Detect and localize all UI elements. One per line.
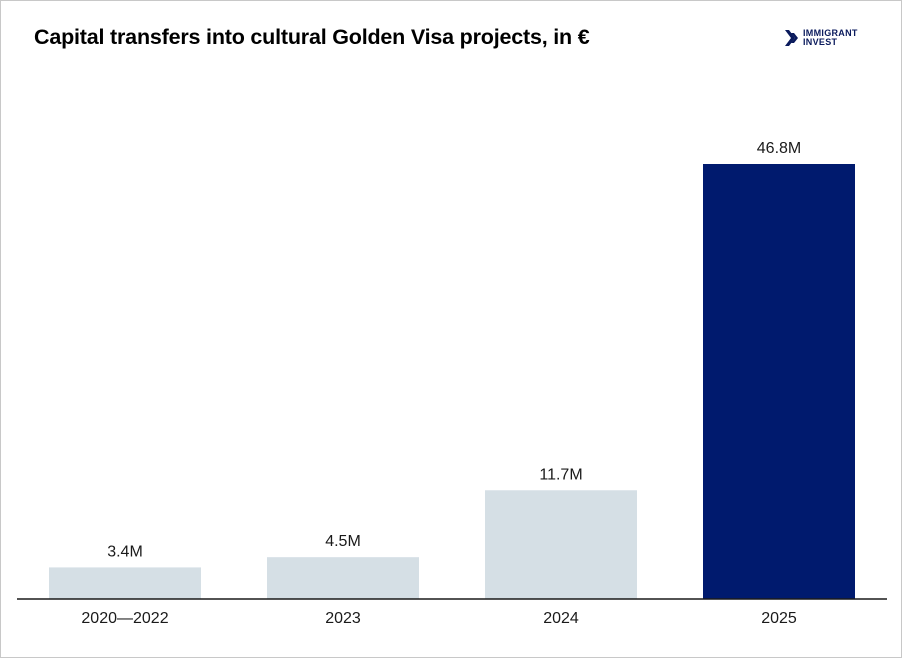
bar-4 — [703, 164, 855, 599]
value-label-4: 46.8M — [757, 140, 801, 157]
bar-3 — [485, 490, 637, 599]
x-tick-label-4: 2025 — [761, 610, 797, 627]
x-tick-label-2: 2023 — [325, 610, 361, 627]
x-tick-label-1: 2020—2022 — [81, 610, 168, 627]
value-label-1: 3.4M — [107, 543, 143, 560]
x-tick-label-3: 2024 — [543, 610, 579, 627]
brand-logo: IMMIGRANT INVEST — [785, 29, 858, 47]
value-label-2: 4.5M — [325, 533, 361, 550]
bar-1 — [49, 567, 201, 599]
bar-2 — [267, 557, 419, 599]
logo-arrow-icon — [785, 30, 798, 46]
logo-line-1: IMMIGRANT — [803, 28, 858, 38]
value-label-3: 11.7M — [539, 466, 582, 483]
logo-line-2: INVEST — [803, 37, 838, 47]
chart-title: Capital transfers into cultural Golden V… — [34, 25, 590, 49]
